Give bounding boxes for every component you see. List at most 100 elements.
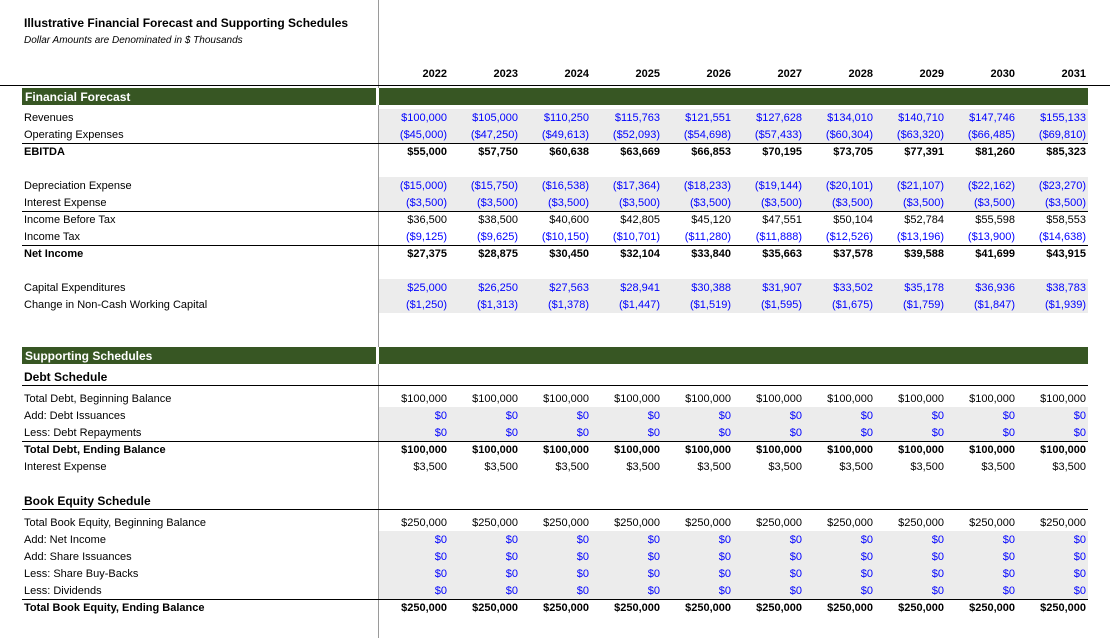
value-cell[interactable]: $0 — [1073, 427, 1086, 439]
value-cell[interactable]: $0 — [860, 551, 873, 563]
value-cell[interactable]: ($3,500) — [690, 197, 731, 209]
value-cell[interactable]: $0 — [1002, 551, 1015, 563]
value-cell[interactable]: $250,000 — [898, 517, 944, 529]
value-cell[interactable]: $0 — [576, 410, 589, 422]
value-cell[interactable]: $0 — [931, 568, 944, 580]
value-cell[interactable]: $100,000 — [543, 444, 589, 456]
value-cell[interactable]: ($3,500) — [1045, 197, 1086, 209]
value-cell[interactable]: $0 — [505, 568, 518, 580]
value-cell[interactable]: ($9,125) — [406, 231, 447, 243]
value-cell[interactable]: ($3,500) — [619, 197, 660, 209]
value-cell[interactable]: $57,750 — [478, 146, 518, 158]
value-cell[interactable]: $250,000 — [827, 517, 873, 529]
value-cell[interactable]: $0 — [576, 568, 589, 580]
value-cell[interactable]: $0 — [1073, 585, 1086, 597]
value-cell[interactable]: ($1,519) — [690, 299, 731, 311]
value-cell[interactable]: ($3,500) — [832, 197, 873, 209]
value-cell[interactable]: $3,500 — [626, 461, 660, 473]
value-cell[interactable]: $3,500 — [981, 461, 1015, 473]
value-cell[interactable]: $100,000 — [401, 444, 447, 456]
value-cell[interactable]: ($3,500) — [477, 197, 518, 209]
value-cell[interactable]: $52,784 — [904, 214, 944, 226]
value-cell[interactable]: $63,669 — [620, 146, 660, 158]
value-cell[interactable]: $37,578 — [833, 248, 873, 260]
value-cell[interactable]: $0 — [931, 585, 944, 597]
value-cell[interactable]: $0 — [505, 534, 518, 546]
value-cell[interactable]: $100,000 — [614, 444, 660, 456]
value-cell[interactable]: ($20,101) — [825, 180, 873, 192]
value-cell[interactable]: $0 — [931, 551, 944, 563]
value-cell[interactable]: $28,875 — [478, 248, 518, 260]
value-cell[interactable]: $0 — [718, 427, 731, 439]
value-cell[interactable]: $0 — [1002, 410, 1015, 422]
value-cell[interactable]: $38,783 — [1046, 282, 1086, 294]
value-cell[interactable]: ($3,500) — [903, 197, 944, 209]
value-cell[interactable]: ($1,675) — [832, 299, 873, 311]
value-cell[interactable]: $0 — [647, 551, 660, 563]
value-cell[interactable]: ($1,595) — [761, 299, 802, 311]
value-cell[interactable]: $250,000 — [685, 517, 731, 529]
value-cell[interactable]: $55,000 — [407, 146, 447, 158]
value-cell[interactable]: $47,551 — [762, 214, 802, 226]
value-cell[interactable]: $35,663 — [762, 248, 802, 260]
value-cell[interactable]: $70,195 — [762, 146, 802, 158]
value-cell[interactable]: ($1,313) — [477, 299, 518, 311]
value-cell[interactable]: ($16,538) — [541, 180, 589, 192]
value-cell[interactable]: $0 — [1002, 568, 1015, 580]
value-cell[interactable]: ($1,250) — [406, 299, 447, 311]
value-cell[interactable]: $36,500 — [407, 214, 447, 226]
value-cell[interactable]: $0 — [1002, 534, 1015, 546]
value-cell[interactable]: $0 — [718, 410, 731, 422]
value-cell[interactable]: $250,000 — [969, 602, 1015, 614]
value-cell[interactable]: $127,628 — [756, 112, 802, 124]
value-cell[interactable]: $0 — [789, 534, 802, 546]
value-cell[interactable]: $28,941 — [620, 282, 660, 294]
value-cell[interactable]: $0 — [789, 410, 802, 422]
value-cell[interactable]: ($17,364) — [612, 180, 660, 192]
value-cell[interactable]: $110,250 — [543, 112, 589, 124]
value-cell[interactable]: $43,915 — [1046, 248, 1086, 260]
value-cell[interactable]: $100,000 — [1040, 393, 1086, 405]
value-cell[interactable]: $250,000 — [472, 517, 518, 529]
value-cell[interactable]: $3,500 — [768, 461, 802, 473]
value-cell[interactable]: $121,551 — [685, 112, 731, 124]
value-cell[interactable]: $38,500 — [478, 214, 518, 226]
value-cell[interactable]: $0 — [434, 427, 447, 439]
value-cell[interactable]: $0 — [718, 534, 731, 546]
value-cell[interactable]: $0 — [505, 585, 518, 597]
value-cell[interactable]: $0 — [931, 534, 944, 546]
value-cell[interactable]: $250,000 — [898, 602, 944, 614]
value-cell[interactable]: $30,450 — [549, 248, 589, 260]
value-cell[interactable]: $250,000 — [543, 602, 589, 614]
value-cell[interactable]: $100,000 — [756, 393, 802, 405]
value-cell[interactable]: $0 — [718, 551, 731, 563]
value-cell[interactable]: $0 — [860, 534, 873, 546]
value-cell[interactable]: $250,000 — [1040, 517, 1086, 529]
value-cell[interactable]: $0 — [1002, 427, 1015, 439]
value-cell[interactable]: $27,375 — [407, 248, 447, 260]
value-cell[interactable]: $39,588 — [904, 248, 944, 260]
value-cell[interactable]: $0 — [860, 427, 873, 439]
value-cell[interactable]: $100,000 — [969, 393, 1015, 405]
value-cell[interactable]: $0 — [434, 585, 447, 597]
value-cell[interactable]: $100,000 — [472, 393, 518, 405]
value-cell[interactable]: $0 — [647, 534, 660, 546]
value-cell[interactable]: $0 — [789, 568, 802, 580]
value-cell[interactable]: $73,705 — [833, 146, 873, 158]
value-cell[interactable]: $0 — [647, 568, 660, 580]
value-cell[interactable]: $100,000 — [756, 444, 802, 456]
value-cell[interactable]: $66,853 — [691, 146, 731, 158]
value-cell[interactable]: $100,000 — [401, 393, 447, 405]
value-cell[interactable]: $55,598 — [975, 214, 1015, 226]
value-cell[interactable]: $0 — [789, 585, 802, 597]
value-cell[interactable]: $50,104 — [833, 214, 873, 226]
value-cell[interactable]: $40,600 — [549, 214, 589, 226]
value-cell[interactable]: ($10,150) — [541, 231, 589, 243]
value-cell[interactable]: ($63,320) — [896, 129, 944, 141]
value-cell[interactable]: $0 — [718, 568, 731, 580]
value-cell[interactable]: $0 — [576, 534, 589, 546]
value-cell[interactable]: $26,250 — [478, 282, 518, 294]
value-cell[interactable]: $0 — [931, 410, 944, 422]
value-cell[interactable]: $100,000 — [614, 393, 660, 405]
value-cell[interactable]: $0 — [576, 585, 589, 597]
